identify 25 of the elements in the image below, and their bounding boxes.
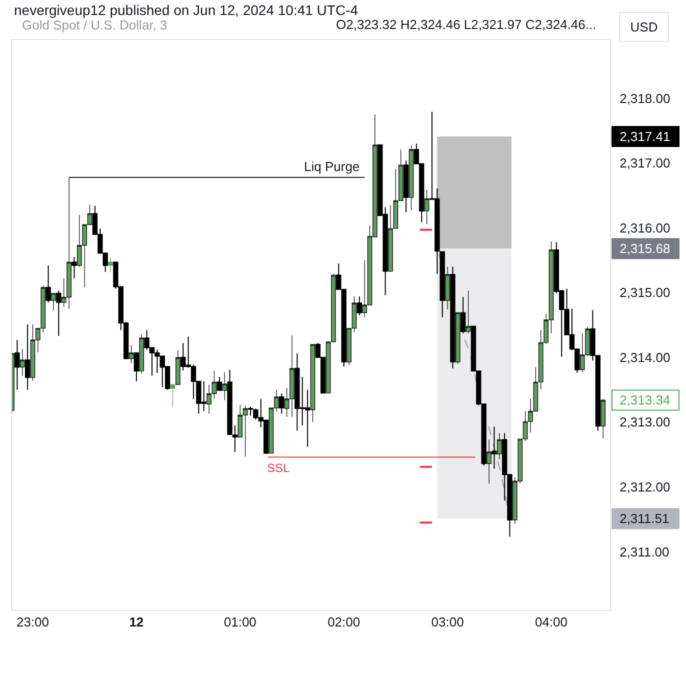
x-tick-label: 03:00 [431, 614, 464, 630]
x-tick-label: 02:00 [328, 614, 360, 630]
y-tick-label: 2,317.41 [620, 129, 670, 144]
annotation: Liq Purge [304, 159, 360, 174]
y-tick-label: 2,314.00 [620, 350, 670, 365]
y-tick-label: 2,313.34 [620, 392, 670, 408]
y-tick-label: 2,316.00 [620, 220, 670, 236]
y-tick-label: 2,318.00 [620, 90, 670, 106]
y-tick-label: 2,312.00 [620, 479, 670, 494]
y-tick-label: 2,311.51 [620, 511, 670, 526]
text: USD [630, 20, 658, 34]
x-tick-label: 12 [129, 614, 144, 630]
candlestick [108, 257, 113, 272]
x-tick-label: 04:00 [534, 614, 568, 630]
chart-title: Gold Spot / U.S. Dollar, 3 [22, 18, 168, 33]
chart-subtitle: O2,323.32 H2,324.46 L2,321.97 C2,324.46... [336, 17, 596, 32]
y-tick-label: 2,311.00 [620, 544, 670, 560]
x-tick-label: 01:00 [224, 614, 256, 630]
text: nevergiveup12 published on Jun 12, 2024 10:41 UTC-4 [14, 2, 358, 18]
x-tick-label: 23:00 [16, 614, 50, 630]
y-tick-label: 2,315.68 [620, 241, 670, 256]
annotation: SSL [267, 461, 290, 475]
y-tick-label: 2,313.00 [620, 414, 670, 430]
y-tick-label: 2,317.00 [620, 156, 670, 171]
y-tick-label: 2,315.00 [620, 285, 670, 300]
